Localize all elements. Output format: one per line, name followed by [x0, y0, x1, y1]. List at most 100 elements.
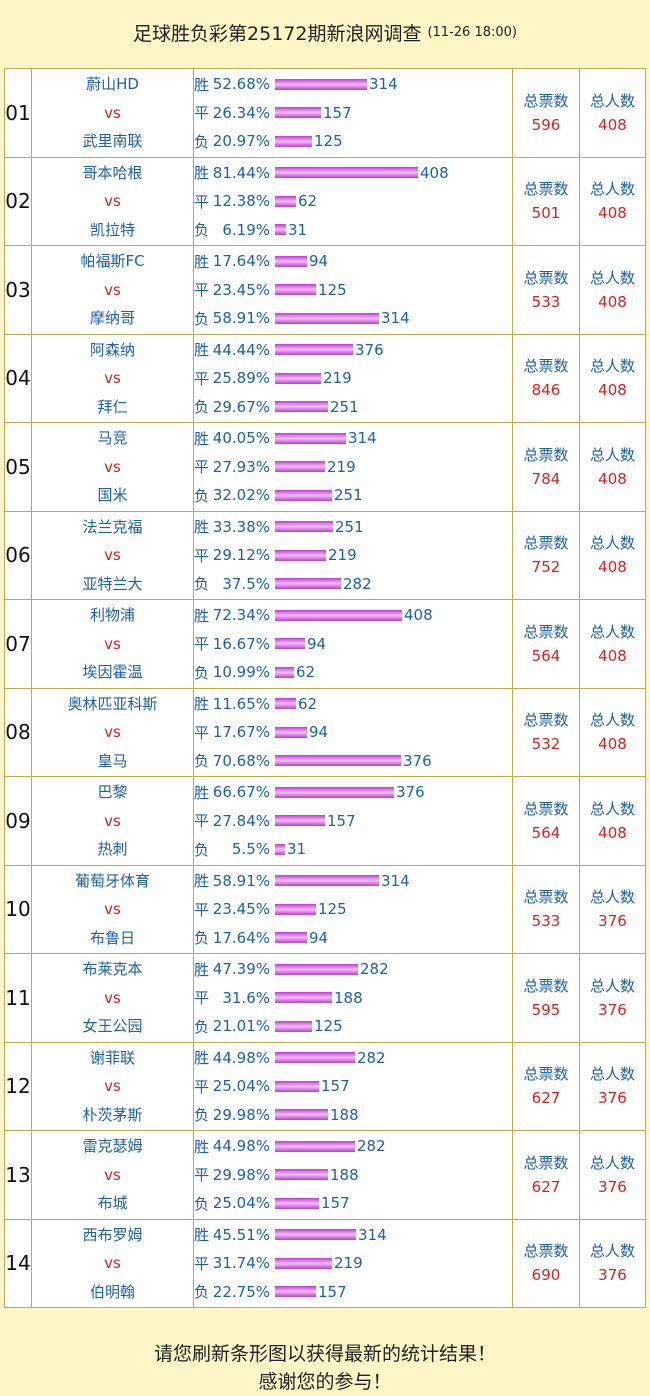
match-row: 13 雷克瑟姆 vs 布城 胜 44.98% 282 平 29.98% 188 … [4, 1130, 646, 1220]
match-teams: 谢菲联 vs 朴茨茅斯 [31, 1041, 194, 1131]
away-team[interactable]: 凯拉特 [89, 220, 135, 239]
total-people-label: 总人数 [589, 91, 635, 110]
result-bar [275, 786, 394, 798]
result-count: 251 [335, 517, 364, 536]
result-label: 胜 [194, 341, 210, 360]
total-votes-label: 总票数 [523, 445, 569, 464]
home-team[interactable]: 利物浦 [89, 606, 135, 624]
away-team[interactable]: 武里南联 [82, 132, 143, 150]
match-row: 02 哥本哈根 vs 凯拉特 胜 81.44% 408 平 12.38% 62 … [4, 156, 646, 246]
total-votes-cell: 总票数 627 [512, 1130, 580, 1220]
home-team[interactable]: 法兰克福 [82, 517, 143, 536]
total-votes-value: 627 [531, 1177, 561, 1196]
match-row: 03 帕福斯FC vs 摩纳哥 胜 17.64% 94 平 23.45% 125… [4, 245, 646, 335]
result-bars: 胜 47.39% 282 平 31.6% 188 负 21.01% 125 [193, 953, 513, 1043]
vs-label: vs [104, 280, 121, 299]
away-team[interactable]: 热刺 [97, 840, 128, 858]
result-row: 胜 66.67% 376 [194, 778, 512, 807]
result-count: 314 [348, 429, 377, 448]
away-team[interactable]: 摩纳哥 [89, 309, 135, 327]
result-label: 负 [194, 1283, 210, 1302]
result-bar [275, 1140, 355, 1152]
home-team[interactable]: 巴黎 [97, 783, 128, 801]
home-team[interactable]: 帕福斯FC [80, 252, 145, 270]
result-bar [275, 372, 321, 384]
result-bars: 胜 33.38% 251 平 29.12% 219 负 37.5% 282 [193, 510, 513, 600]
away-team[interactable]: 朴茨茅斯 [82, 1105, 143, 1124]
home-team[interactable]: 马竞 [97, 429, 128, 447]
away-team[interactable]: 女王公园 [82, 1017, 143, 1035]
result-row: 胜 81.44% 408 [194, 159, 512, 188]
result-percent: 44.44% [212, 340, 270, 359]
match-number: 03 [4, 245, 32, 335]
result-percent: 20.97% [212, 132, 270, 151]
result-bars: 胜 11.65% 62 平 17.67% 94 负 70.68% 376 [193, 687, 513, 777]
home-team[interactable]: 雷克瑟姆 [82, 1137, 143, 1155]
home-team[interactable]: 葡萄牙体育 [74, 871, 150, 890]
result-bar [275, 875, 379, 887]
away-team[interactable]: 布鲁日 [89, 928, 135, 947]
result-row: 负 70.68% 376 [194, 747, 512, 776]
result-count: 94 [309, 928, 329, 947]
away-team[interactable]: 伯明翰 [89, 1282, 135, 1301]
away-team[interactable]: 皇马 [97, 751, 128, 770]
result-percent: 72.34% [212, 606, 270, 625]
home-team[interactable]: 阿森纳 [89, 340, 135, 359]
result-bar [275, 1257, 332, 1269]
result-count: 314 [358, 1225, 387, 1244]
home-team[interactable]: 哥本哈根 [82, 163, 143, 182]
total-votes-cell: 总票数 595 [512, 953, 580, 1043]
result-bar [275, 726, 307, 738]
result-label: 负 [194, 1017, 210, 1036]
result-count: 376 [403, 751, 432, 770]
result-bar [275, 755, 401, 767]
total-people-cell: 总人数 376 [579, 1218, 646, 1308]
away-team[interactable]: 布城 [97, 1194, 128, 1212]
result-bar [275, 224, 286, 236]
result-count: 125 [314, 1017, 343, 1036]
total-votes-cell: 总票数 533 [512, 245, 580, 335]
away-team[interactable]: 拜仁 [97, 397, 128, 416]
vs-label: vs [104, 457, 121, 476]
result-percent: 29.12% [212, 546, 270, 565]
result-count: 282 [343, 574, 372, 593]
result-count: 157 [327, 811, 356, 830]
home-team[interactable]: 西布罗姆 [82, 1225, 143, 1244]
match-number: 11 [4, 953, 32, 1043]
result-bar [275, 255, 307, 267]
vs-label: vs [104, 634, 121, 653]
away-team[interactable]: 国米 [97, 486, 128, 504]
result-bar [275, 815, 325, 827]
home-team[interactable]: 奥林匹亚科斯 [67, 694, 158, 713]
home-team[interactable]: 蔚山HD [86, 75, 139, 93]
result-count: 219 [327, 457, 356, 476]
result-label: 胜 [194, 1226, 210, 1245]
result-label: 胜 [194, 518, 210, 537]
result-percent: 37.5% [222, 574, 270, 593]
result-row: 胜 44.44% 376 [194, 336, 512, 365]
away-team[interactable]: 亚特兰大 [82, 574, 143, 593]
result-bar [275, 312, 379, 324]
away-team[interactable]: 埃因霍温 [82, 663, 143, 681]
result-count: 314 [381, 309, 410, 328]
result-row: 胜 47.39% 282 [194, 955, 512, 984]
result-bar [275, 135, 312, 147]
vs-label: vs [104, 546, 121, 564]
match-number: 08 [4, 687, 32, 777]
total-votes-label: 总票数 [523, 711, 569, 730]
total-people-label: 总人数 [589, 1153, 635, 1172]
result-count: 408 [404, 606, 433, 625]
result-count: 219 [323, 369, 352, 388]
result-bars: 胜 44.98% 282 平 29.98% 188 负 25.04% 157 [193, 1130, 513, 1220]
result-percent: 58.91% [212, 871, 270, 890]
home-team[interactable]: 谢菲联 [89, 1048, 135, 1067]
total-people-label: 总人数 [589, 268, 635, 287]
vs-label: vs [104, 988, 121, 1007]
home-team[interactable]: 布莱克本 [82, 960, 143, 978]
result-label: 平 [194, 635, 210, 654]
total-people-value: 408 [598, 292, 627, 311]
match-teams: 哥本哈根 vs 凯拉特 [31, 156, 194, 246]
result-bar [275, 578, 341, 590]
result-bars: 胜 45.51% 314 平 31.74% 219 负 22.75% 157 [193, 1218, 513, 1308]
result-percent: 81.44% [212, 163, 270, 182]
